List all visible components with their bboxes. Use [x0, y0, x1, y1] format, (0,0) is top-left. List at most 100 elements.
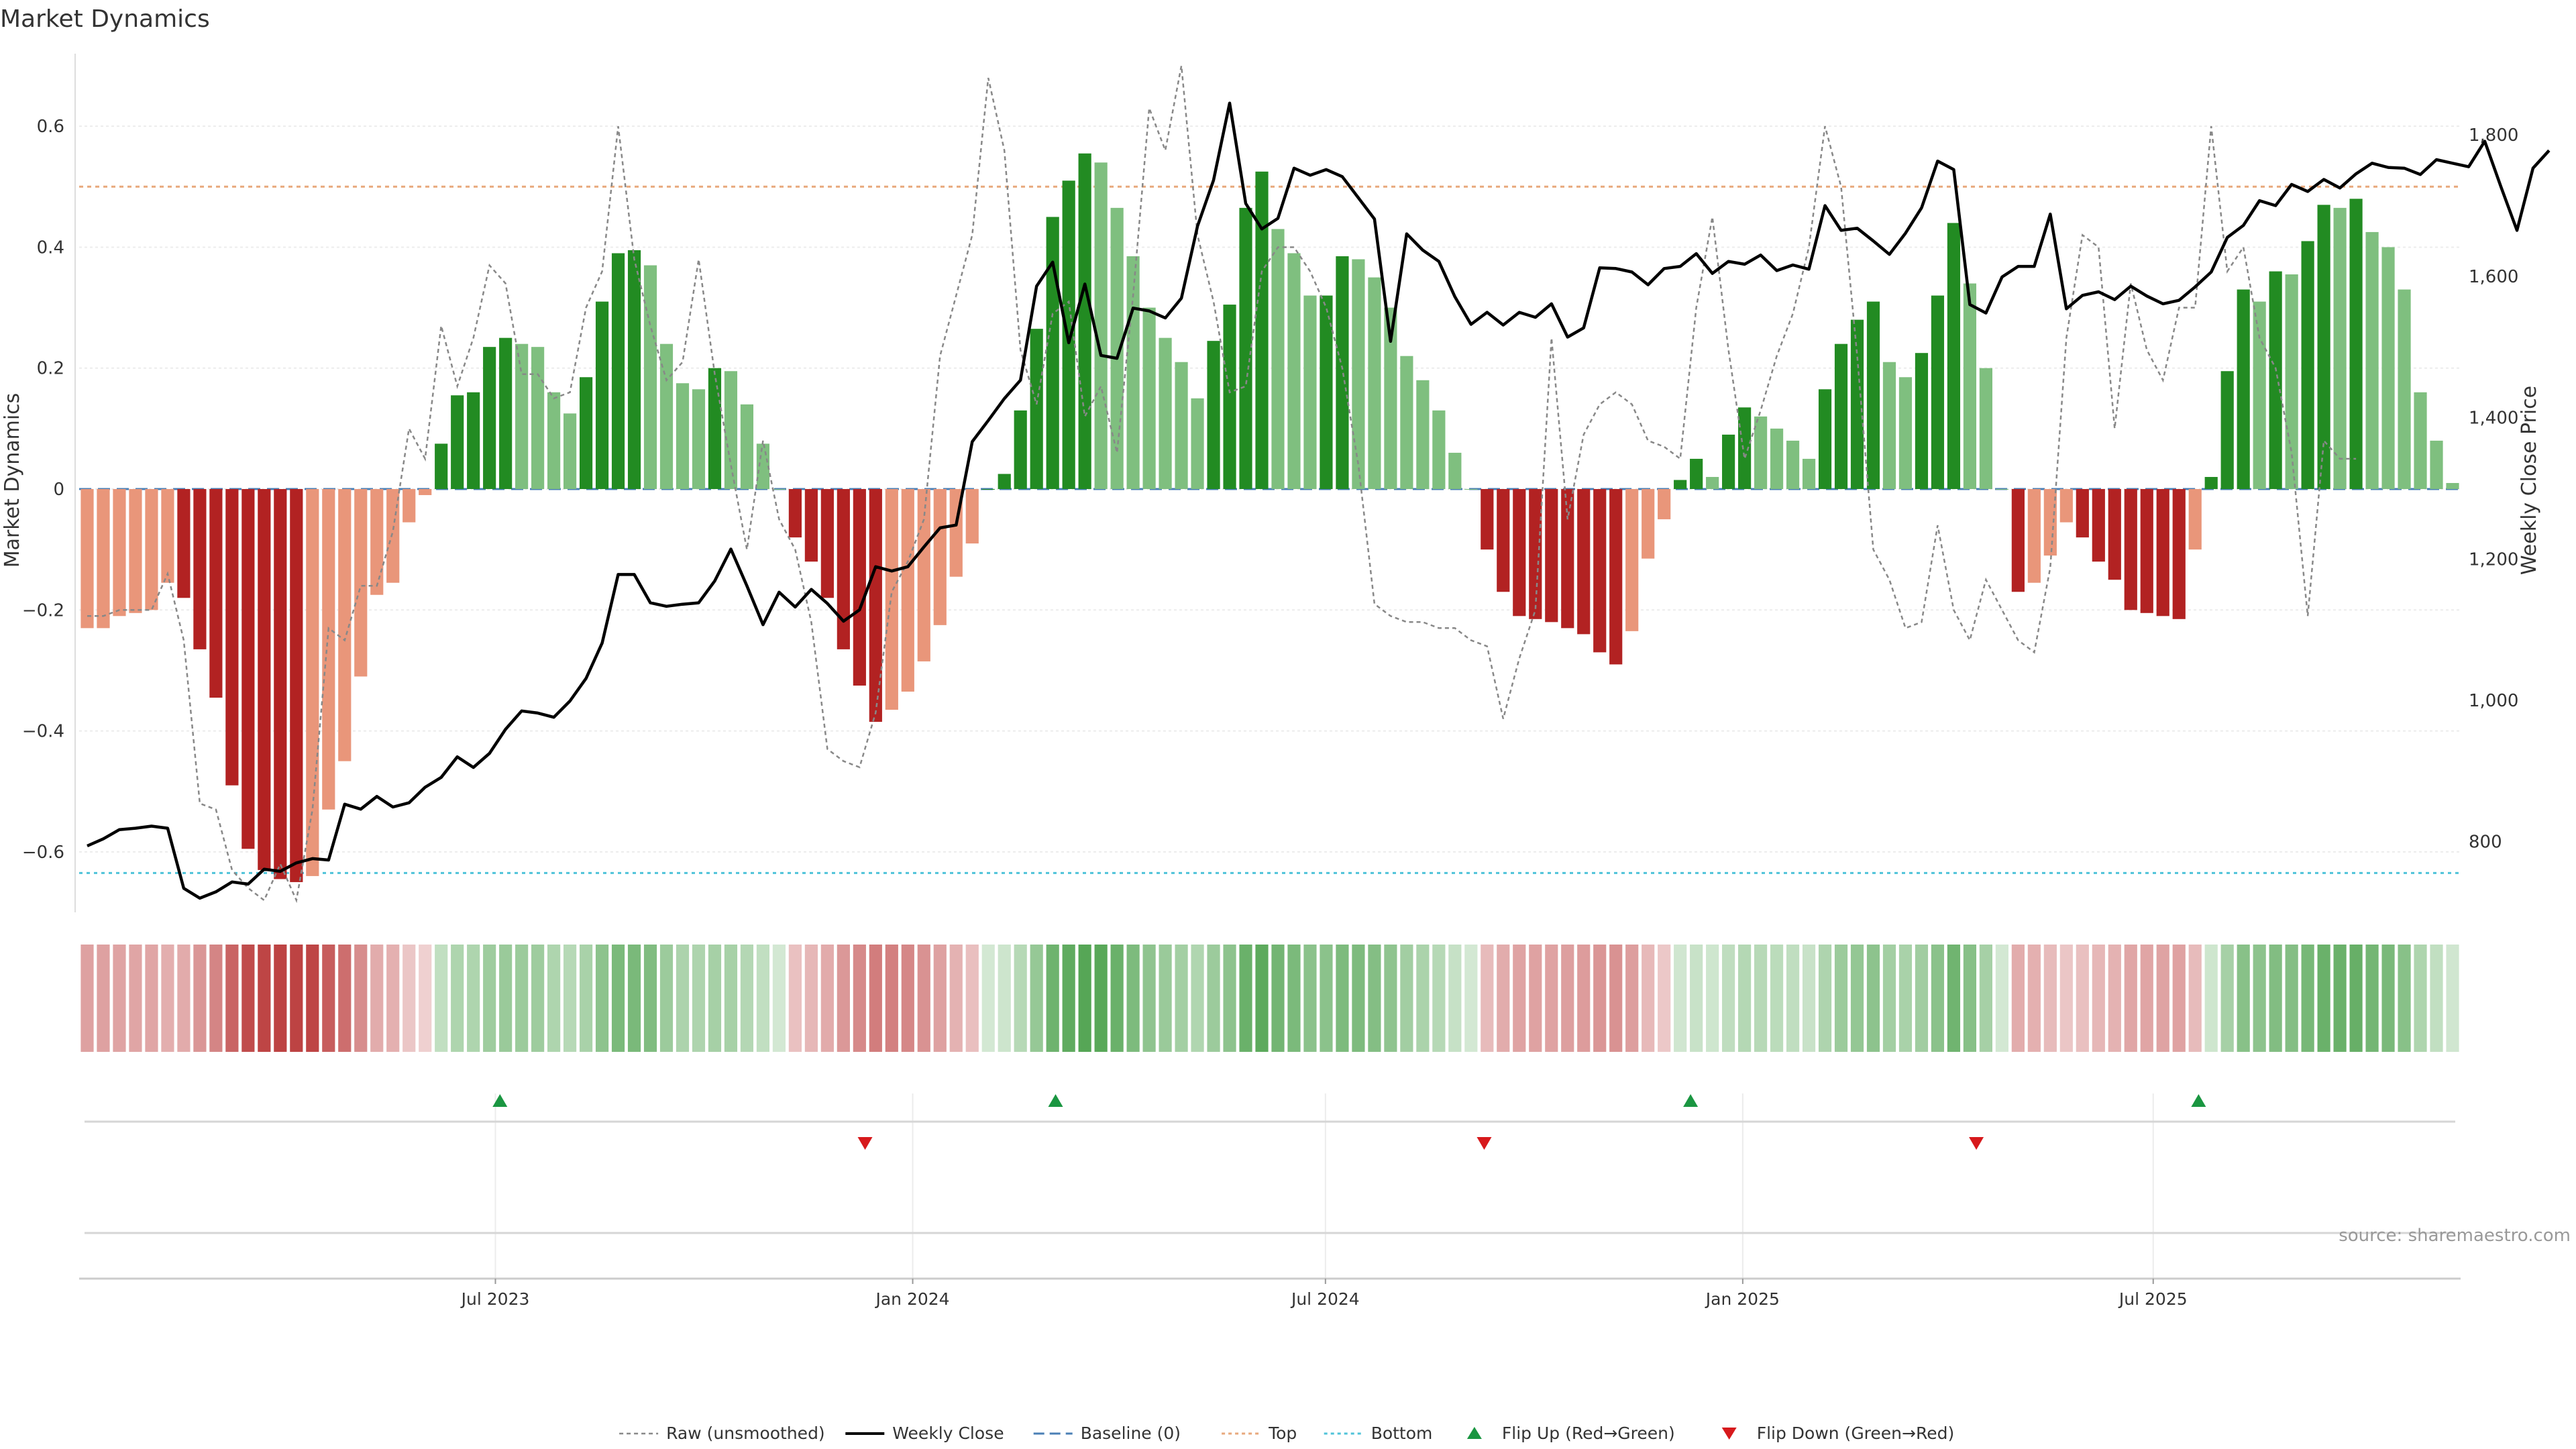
heat-cell-19: [386, 945, 400, 1052]
bar-24: [467, 392, 480, 490]
heatmap-strip: [80, 945, 2459, 1052]
bar-136: [2269, 271, 2282, 490]
heat-cell-125: [2092, 945, 2105, 1052]
bar-105: [1770, 428, 1784, 490]
y-tick-label-3: 0: [53, 480, 64, 500]
x-axis: Jul 2023 Jan 2024 Jul 2024 Jan 2025 Jul 2025: [79, 1277, 2461, 1309]
bar-44: [788, 489, 802, 538]
bar-132: [2204, 476, 2218, 490]
bar-84: [1432, 410, 1446, 490]
bar-118: [1979, 368, 1992, 490]
heat-cell-135: [2253, 945, 2266, 1052]
bar-124: [2076, 489, 2089, 538]
legend-swatch-6: [1721, 1428, 1737, 1440]
heat-cell-81: [1384, 945, 1397, 1052]
bar-87: [1481, 489, 1494, 550]
heat-cell-49: [869, 945, 882, 1052]
heat-cell-67: [1159, 945, 1172, 1052]
heat-cell-26: [499, 945, 513, 1052]
heat-cell-76: [1303, 945, 1317, 1052]
bar-69: [1191, 398, 1204, 490]
bar-93: [1577, 489, 1591, 635]
heat-cell-24: [467, 945, 480, 1052]
bar-89: [1513, 489, 1526, 616]
heat-cell-103: [1738, 945, 1752, 1052]
heat-cell-77: [1320, 945, 1333, 1052]
heat-cell-114: [1915, 945, 1929, 1052]
heat-cell-64: [1110, 945, 1124, 1052]
bar-53: [933, 489, 947, 625]
heat-cell-60: [1046, 945, 1059, 1052]
bar-103: [1738, 407, 1752, 490]
bar-94: [1593, 489, 1607, 653]
bar-91: [1545, 489, 1558, 623]
bar-49: [869, 489, 882, 722]
bar-58: [1014, 410, 1027, 490]
bar-61: [1062, 180, 1075, 490]
bar-75: [1287, 253, 1301, 490]
heat-cell-6: [177, 945, 191, 1052]
bar-108: [1818, 389, 1832, 490]
heat-cell-3: [129, 945, 142, 1052]
heat-cell-85: [1448, 945, 1462, 1052]
bar-134: [2237, 289, 2250, 490]
y-axis: 0.6 0.4 0.2 0 −0.2 −0.4 −0.6: [22, 54, 76, 912]
heat-cell-42: [756, 945, 770, 1052]
heat-cell-44: [788, 945, 802, 1052]
bar-90: [1529, 489, 1542, 619]
bar-21: [419, 489, 432, 496]
bar-40: [724, 371, 738, 490]
bar-19: [386, 489, 400, 583]
heat-cell-145: [2414, 945, 2427, 1052]
bar-120: [2011, 489, 2025, 592]
heat-cell-53: [933, 945, 947, 1052]
bar-26: [499, 337, 513, 490]
heat-cell-97: [1642, 945, 1655, 1052]
gridlines: [79, 125, 2461, 1278]
bar-71: [1223, 305, 1236, 490]
bar-37: [676, 383, 690, 490]
heat-cell-50: [885, 945, 898, 1052]
heat-cell-63: [1094, 945, 1108, 1052]
bar-144: [2398, 289, 2411, 490]
heat-cell-106: [1786, 945, 1800, 1052]
heat-cell-108: [1818, 945, 1832, 1052]
bar-8: [209, 489, 223, 698]
heat-cell-107: [1802, 945, 1816, 1052]
bar-35: [643, 265, 657, 490]
bar-96: [1625, 489, 1639, 631]
bar-133: [2220, 371, 2234, 490]
bar-15: [322, 489, 335, 810]
heat-cell-11: [258, 945, 271, 1052]
heat-cell-137: [2285, 945, 2298, 1052]
bar-141: [2349, 199, 2363, 490]
bar-16: [338, 489, 352, 761]
x-tick-label-3: Jan 2025: [1705, 1289, 1780, 1309]
bar-101: [1706, 476, 1719, 490]
bar-121: [2027, 489, 2041, 583]
bar-116: [1947, 223, 1961, 490]
heat-cell-35: [643, 945, 657, 1052]
bar-77: [1320, 295, 1333, 490]
heat-cell-17: [354, 945, 368, 1052]
heat-cell-56: [981, 945, 995, 1052]
legend-item-2: Baseline (0): [1033, 1424, 1181, 1443]
legend-item-4: Bottom: [1324, 1424, 1432, 1443]
x-tick-label-0: Jul 2023: [460, 1289, 530, 1309]
weekly-close-series: [87, 101, 2551, 900]
bar-28: [531, 347, 545, 490]
heat-cell-38: [692, 945, 706, 1052]
legend-label-0: Raw (unsmoothed): [666, 1424, 825, 1443]
heat-cell-92: [1561, 945, 1574, 1052]
y-tick-label-5: −0.4: [22, 722, 64, 742]
bar-142: [2365, 231, 2379, 490]
heat-cell-27: [515, 945, 529, 1052]
heat-cell-65: [1126, 945, 1140, 1052]
heat-cell-104: [1754, 945, 1768, 1052]
bar-23: [451, 395, 464, 490]
heat-cell-68: [1175, 945, 1188, 1052]
heat-cell-126: [2108, 945, 2121, 1052]
bar-66: [1142, 307, 1156, 490]
bar-128: [2140, 489, 2153, 613]
bar-29: [547, 392, 561, 490]
